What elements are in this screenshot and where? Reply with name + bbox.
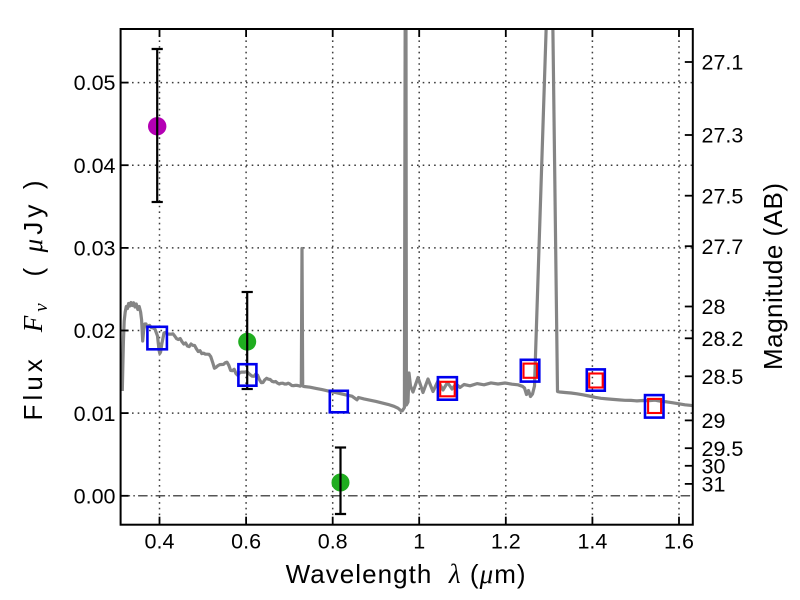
svg-text:0.4: 0.4 bbox=[145, 530, 175, 554]
svg-text:28.2: 28.2 bbox=[702, 327, 744, 351]
svg-text:29.5: 29.5 bbox=[702, 437, 744, 461]
svg-text:0.04: 0.04 bbox=[74, 154, 116, 178]
svg-text:28.5: 28.5 bbox=[702, 365, 744, 389]
svg-text:1.4: 1.4 bbox=[577, 530, 607, 554]
svg-text:1.2: 1.2 bbox=[491, 530, 521, 554]
svg-text:29: 29 bbox=[702, 409, 726, 433]
svg-text:27.7: 27.7 bbox=[702, 235, 744, 259]
svg-text:0.00: 0.00 bbox=[74, 484, 116, 508]
svg-text:28: 28 bbox=[702, 295, 726, 319]
svg-text:Wavelength λ (μm): Wavelength λ (μm) bbox=[286, 559, 526, 589]
svg-text:0.8: 0.8 bbox=[318, 530, 348, 554]
svg-text:27.1: 27.1 bbox=[702, 51, 744, 75]
svg-text:0.01: 0.01 bbox=[74, 402, 116, 426]
svg-text:1.6: 1.6 bbox=[664, 530, 694, 554]
svg-text:Magnitude (AB): Magnitude (AB) bbox=[758, 183, 788, 370]
svg-text:0.03: 0.03 bbox=[74, 237, 116, 261]
svg-text:1: 1 bbox=[413, 530, 425, 554]
svg-text:30: 30 bbox=[702, 454, 726, 478]
svg-text:27.5: 27.5 bbox=[702, 184, 744, 208]
svg-text:27.3: 27.3 bbox=[702, 124, 744, 148]
svg-text:0.05: 0.05 bbox=[74, 71, 116, 95]
svg-text:31: 31 bbox=[702, 473, 726, 497]
svg-text:0.6: 0.6 bbox=[231, 530, 261, 554]
svg-text:0.02: 0.02 bbox=[74, 319, 116, 343]
